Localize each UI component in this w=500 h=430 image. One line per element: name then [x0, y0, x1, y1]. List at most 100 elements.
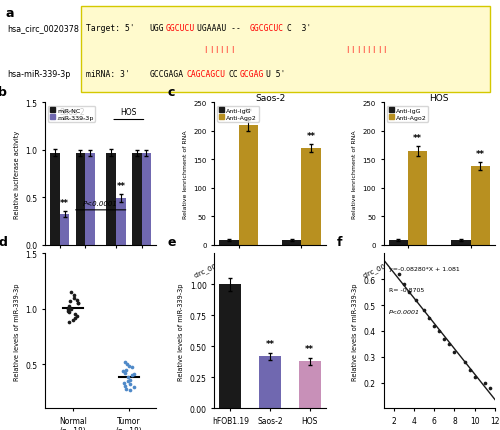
Text: |: | [382, 46, 386, 53]
Point [486, 384, 494, 391]
Point [420, 307, 428, 314]
Point [74, 300, 82, 307]
Bar [452, 240, 470, 245]
Text: |: | [230, 46, 234, 53]
Point [470, 374, 478, 381]
Text: **: ** [266, 339, 274, 348]
Text: **: ** [116, 181, 126, 190]
Point [69, 316, 77, 323]
Text: **: ** [413, 133, 422, 142]
Bar [259, 356, 281, 408]
Bar [86, 154, 95, 245]
Point [120, 370, 128, 377]
Text: GCGAG: GCGAG [240, 70, 264, 79]
Point [64, 308, 72, 315]
Point [66, 298, 74, 305]
Point [72, 313, 80, 320]
Text: a: a [5, 7, 14, 20]
Point [425, 315, 433, 322]
Point [71, 314, 79, 321]
Text: CC: CC [228, 70, 238, 79]
Point [395, 271, 403, 278]
FancyBboxPatch shape [81, 7, 490, 93]
Point [120, 380, 128, 387]
Point [130, 371, 138, 378]
Y-axis label: Relative levels of miR-339-3p: Relative levels of miR-339-3p [352, 283, 358, 380]
Text: |: | [204, 46, 208, 53]
Text: |: | [366, 46, 370, 53]
Bar [50, 154, 60, 245]
Point [121, 383, 129, 390]
Point [124, 363, 132, 370]
Bar [299, 362, 320, 408]
Text: |: | [345, 46, 350, 53]
Text: y=-0.08280*X + 1.081: y=-0.08280*X + 1.081 [389, 266, 460, 271]
Text: e: e [168, 235, 176, 248]
Point [66, 304, 74, 311]
Point [430, 322, 438, 329]
Point [460, 359, 468, 366]
Point [128, 372, 136, 379]
Point [128, 364, 136, 371]
Text: f: f [337, 235, 342, 248]
Point [70, 295, 78, 301]
Point [66, 309, 74, 316]
Point [123, 361, 131, 368]
Text: **: ** [306, 132, 316, 141]
Bar [220, 285, 241, 408]
Legend: Anti-IgG, Anti-Ago2: Anti-IgG, Anti-Ago2 [386, 106, 428, 123]
Point [446, 341, 454, 347]
Point [65, 303, 73, 310]
Point [73, 297, 81, 304]
Text: |: | [220, 46, 224, 53]
Text: GCCGAGA: GCCGAGA [150, 70, 184, 79]
Y-axis label: Relative levels of miR-339-3p: Relative levels of miR-339-3p [178, 283, 184, 380]
Text: R= -0.8705: R= -0.8705 [389, 288, 424, 293]
Point [405, 289, 413, 296]
Point [436, 328, 444, 335]
Y-axis label: Relative levels of miR-339-3p: Relative levels of miR-339-3p [14, 283, 20, 380]
Text: Saos-2: Saos-2 [60, 108, 86, 117]
Y-axis label: Relative luciferase activity: Relative luciferase activity [14, 130, 20, 218]
Point [412, 297, 420, 304]
Point [400, 281, 408, 288]
Text: U 5': U 5' [266, 70, 285, 79]
Text: c: c [168, 86, 175, 99]
Point [481, 379, 489, 386]
Point [72, 311, 80, 318]
Bar [106, 154, 116, 245]
Point [126, 376, 134, 383]
Bar [220, 240, 238, 245]
Point [126, 386, 134, 393]
Legend: miR-NC, miR-339-3p: miR-NC, miR-339-3p [48, 106, 95, 123]
Title: HOS: HOS [430, 93, 449, 102]
Point [65, 319, 73, 326]
Point [64, 306, 72, 313]
Y-axis label: Relative lenrichment of RNA: Relative lenrichment of RNA [352, 130, 357, 218]
Text: |: | [208, 46, 213, 53]
Bar [238, 126, 258, 245]
Text: UGG: UGG [150, 24, 164, 33]
Bar [302, 149, 320, 245]
Text: P<0.0001: P<0.0001 [84, 201, 118, 207]
Bar [60, 215, 70, 245]
Text: Target: 5': Target: 5' [86, 24, 144, 33]
Text: GGCGCUC: GGCGCUC [250, 24, 284, 33]
Text: |: | [350, 46, 355, 53]
Text: **: ** [305, 344, 314, 353]
Text: b: b [0, 86, 7, 99]
Bar [76, 154, 86, 245]
Bar [470, 167, 490, 245]
Bar [388, 240, 408, 245]
Text: hsa-miR-339-3p: hsa-miR-339-3p [8, 70, 71, 79]
Point [466, 366, 473, 373]
Bar [116, 199, 126, 245]
Text: |: | [224, 46, 229, 53]
Point [70, 292, 78, 299]
Text: |: | [377, 46, 382, 53]
Bar [408, 151, 428, 245]
Text: GGCUCU: GGCUCU [165, 24, 194, 33]
Point [124, 374, 132, 381]
Text: C  3': C 3' [287, 24, 312, 33]
Text: UGAAAU --: UGAAAU -- [197, 24, 246, 33]
